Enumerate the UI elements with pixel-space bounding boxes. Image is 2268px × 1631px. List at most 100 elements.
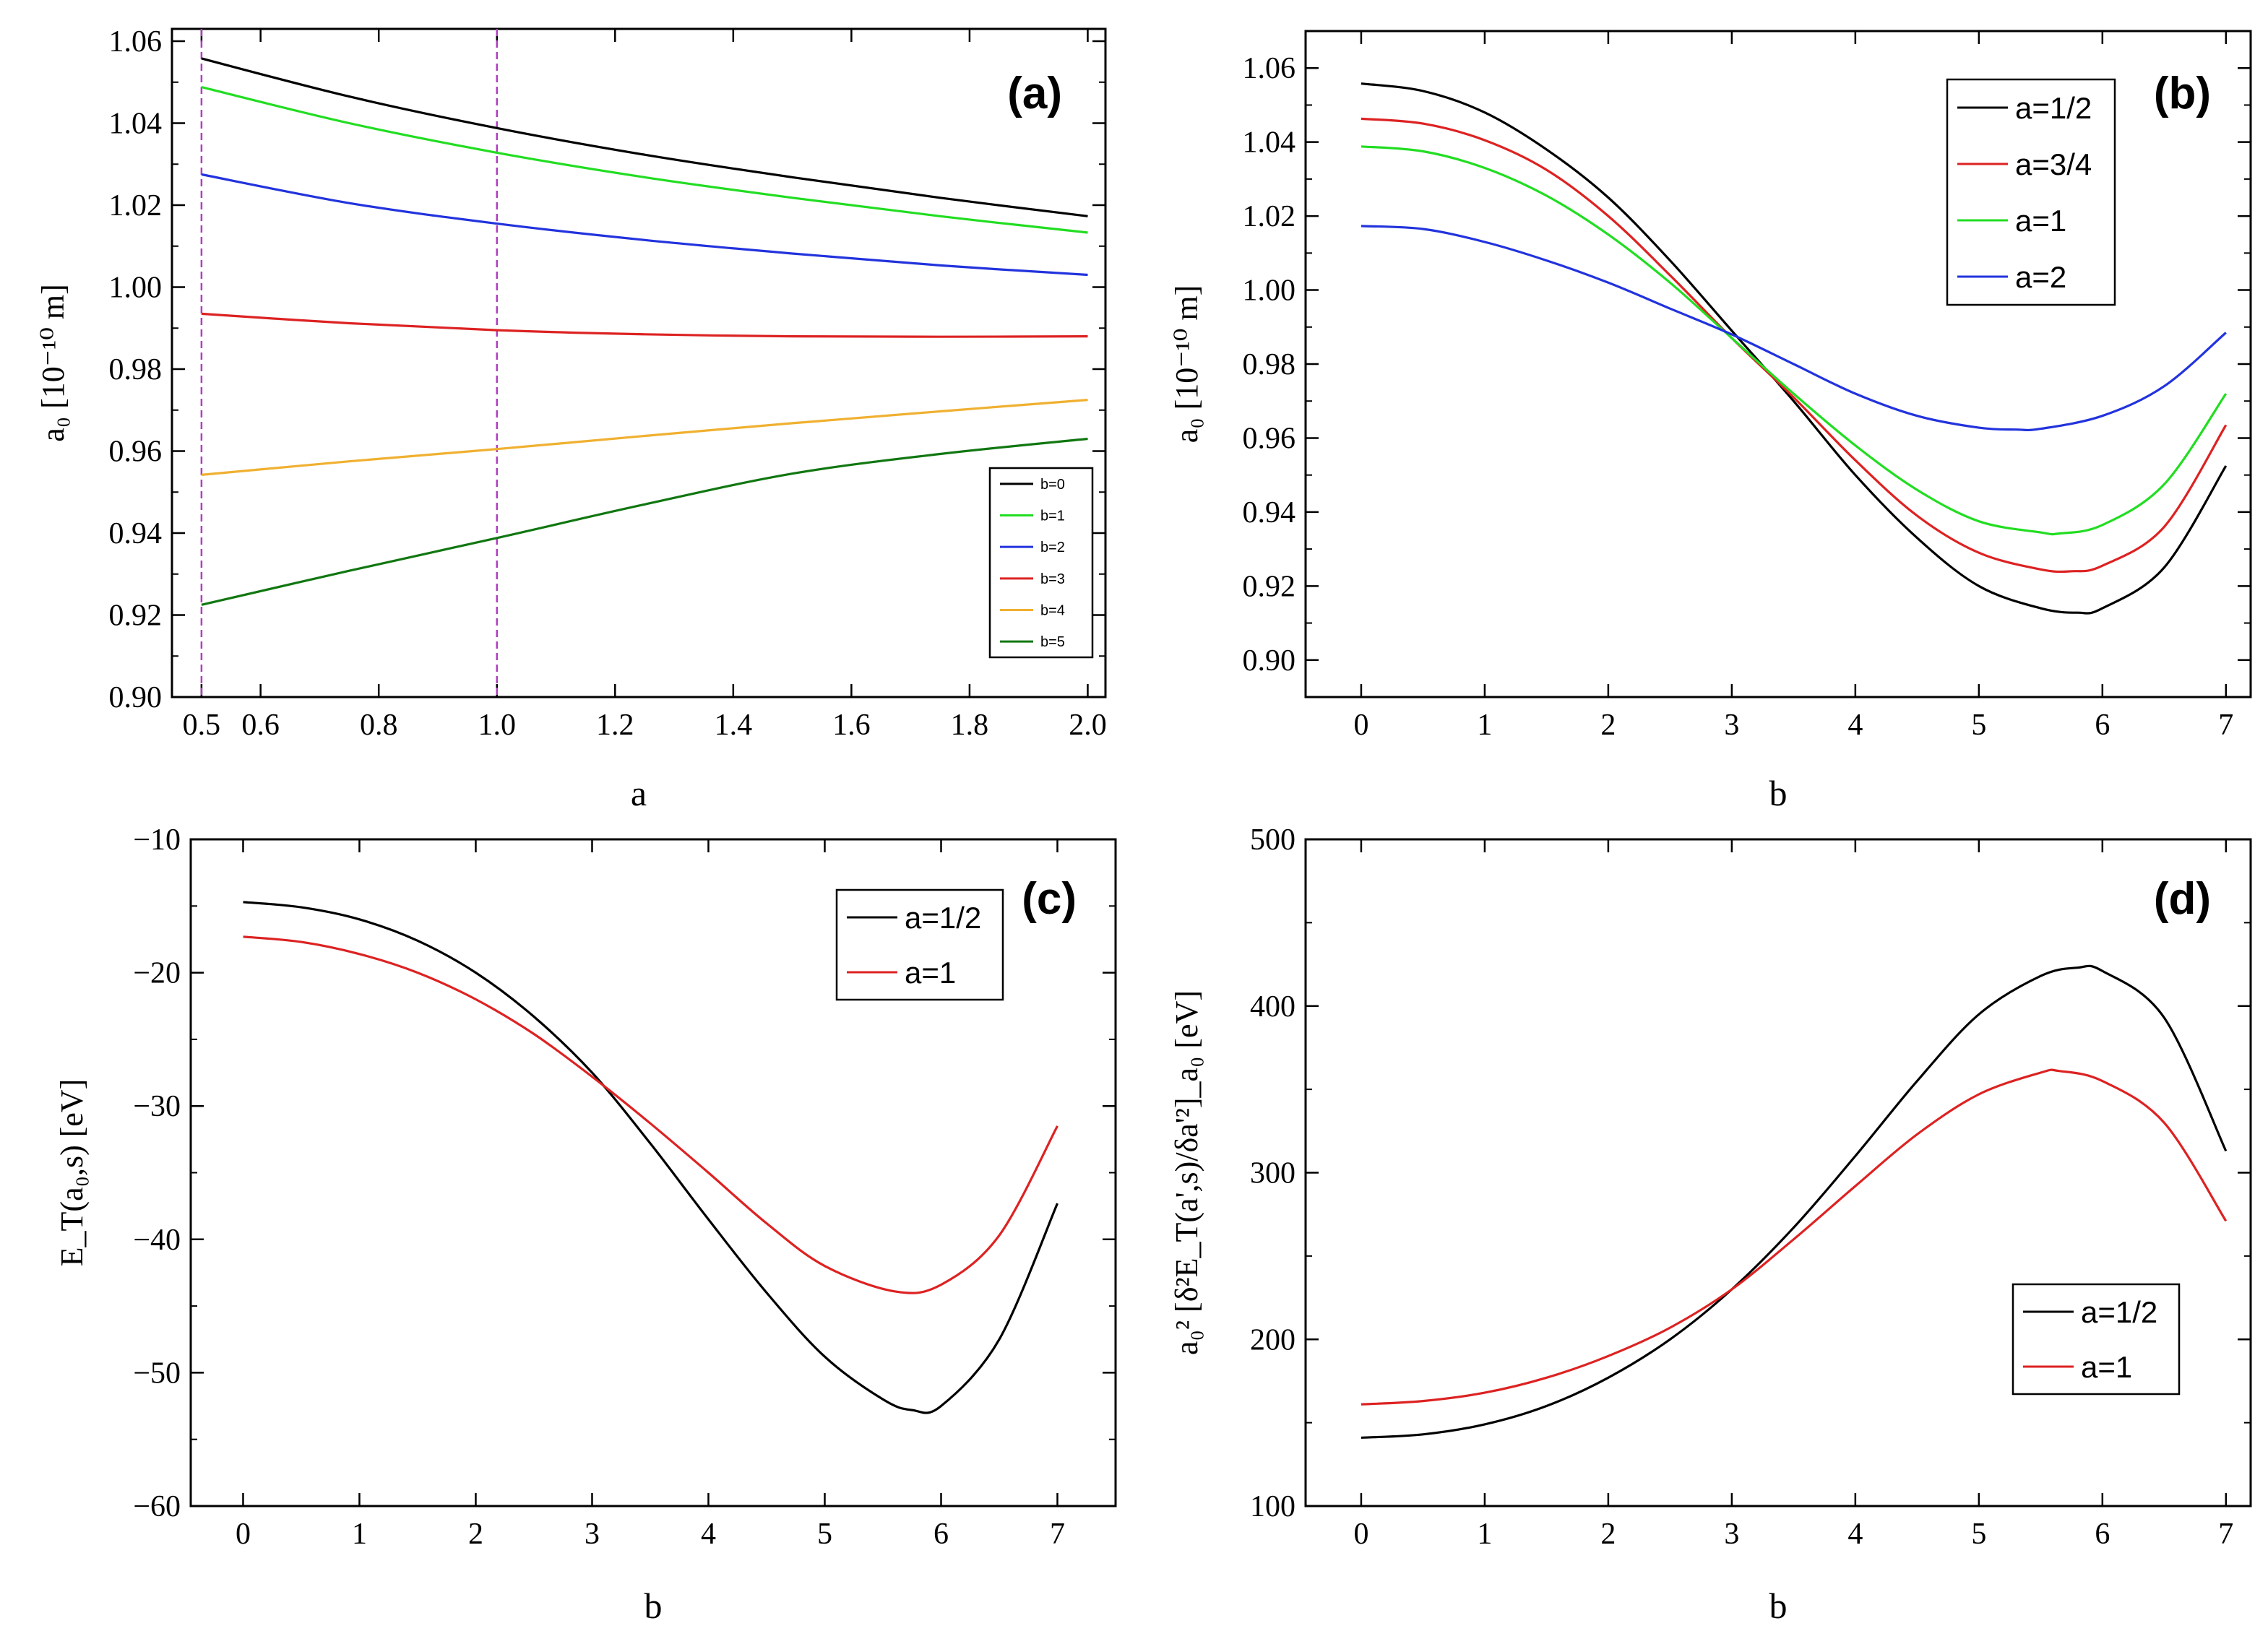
legend-entry-label: a=1	[2015, 204, 2066, 238]
x-tick-label: 7	[2218, 1518, 2233, 1551]
y-tick-label: 400	[1250, 990, 1295, 1024]
x-tick-label: 3	[1724, 1518, 1739, 1551]
x-axis-label: b	[1769, 1585, 1788, 1626]
y-tick-label: 0.96	[109, 436, 163, 469]
y-tick-label: 0.96	[1243, 422, 1296, 455]
y-tick-label: 1.00	[1243, 274, 1296, 308]
series-line-b=3	[201, 312, 1088, 338]
x-tick-label: 1	[352, 1518, 367, 1551]
legend-entry-label: b=1	[1040, 509, 1065, 524]
y-tick-label: 100	[1250, 1490, 1295, 1523]
legend-entry-label: b=2	[1040, 540, 1065, 555]
series-line-b=0	[201, 57, 1088, 217]
series-line-b=4	[201, 399, 1088, 476]
series-line-a=1/2	[1361, 964, 2228, 1439]
x-tick-label: 6	[2095, 709, 2110, 742]
series-line-a=1/2	[1361, 82, 2228, 615]
x-tick-label: 0	[236, 1518, 251, 1551]
legend-entry-label: a=3/4	[2015, 147, 2092, 181]
x-tick-label: 1.0	[478, 709, 516, 742]
x-tick-label: 7	[1050, 1518, 1065, 1551]
x-tick-label: 3	[585, 1518, 600, 1551]
legend-entry-label: a=1/2	[2015, 91, 2092, 125]
x-axis-label: a	[631, 773, 647, 813]
y-tick-label: 0.90	[109, 681, 163, 714]
panel-label: (d)	[2154, 874, 2211, 924]
panel-label: (c)	[1022, 874, 1077, 924]
y-tick-label: −20	[133, 957, 181, 990]
y-tick-label: 0.90	[1243, 644, 1296, 678]
legend-box	[988, 467, 1094, 659]
x-tick-label: 4	[1847, 1518, 1863, 1551]
legend-entry-label: a=1/2	[2081, 1295, 2157, 1329]
x-tick-label: 5	[817, 1518, 832, 1551]
legend-box	[1946, 78, 2116, 306]
y-tick-label: 0.98	[109, 353, 163, 386]
y-tick-label: −50	[133, 1357, 181, 1390]
chart-panel-c: 0 1 2 3 4 5 6 7 −60 −50 −40 −30 −20 −10 b E_T(a₀,s) [eV…	[54, 823, 1117, 1626]
y-tick-label: −30	[133, 1090, 181, 1123]
x-tick-label: 5	[1971, 1518, 1986, 1551]
y-axis-label: E_T(a₀,s) [eV]	[54, 1079, 90, 1267]
panel-label: (b)	[2154, 69, 2211, 118]
y-tick-label: 1.02	[109, 189, 163, 222]
legend-box	[835, 888, 1004, 1001]
series-group	[1361, 82, 2228, 615]
y-tick-label: 1.00	[109, 272, 163, 305]
y-tick-label: 0.94	[1243, 496, 1296, 529]
x-tick-label: 1.4	[715, 709, 753, 742]
x-axis-label: b	[644, 1585, 663, 1626]
series-line-a=1	[1361, 145, 2228, 536]
legend-entry-label: b=3	[1040, 571, 1065, 587]
y-tick-label: 1.04	[109, 108, 163, 141]
series-group	[201, 57, 1088, 606]
y-tick-label: 200	[1250, 1323, 1295, 1357]
series-line-a=1/2	[243, 901, 1058, 1414]
legend-entry-label: a=1/2	[905, 901, 981, 935]
series-line-a=1	[1361, 1068, 2228, 1406]
x-axis-label: b	[1769, 773, 1788, 813]
y-tick-label: −40	[133, 1224, 181, 1257]
x-tick-label: 0	[1353, 1518, 1368, 1551]
x-tick-label: 2	[1600, 1518, 1616, 1551]
y-tick-label: 0.92	[109, 600, 163, 633]
y-tick-label: −10	[133, 823, 181, 857]
panel-label: (a)	[1007, 69, 1062, 118]
series-line-b=1	[201, 86, 1088, 234]
y-tick-label: 1.02	[1243, 200, 1296, 233]
x-tick-label: 2	[1600, 709, 1616, 742]
legend: a=1/2 a=3/4 a=1 a=2	[1946, 78, 2116, 306]
chart-panel-a: 0.5 0.6 0.8 1.0 1.2 1.4 1.6 1.8 2.0 0.90 0.92 0.94 0…	[35, 25, 1107, 813]
y-tick-label: 300	[1250, 1157, 1295, 1190]
x-tick-label: 4	[701, 1518, 716, 1551]
chart-panel-b: 0 1 2 3 4 5 6 7 0.90 0.92 0.94 0.96 0.98 1.00 1.02 1.04…	[1169, 30, 2252, 813]
series-group	[1361, 964, 2228, 1439]
legend-entry-label: a=2	[2015, 260, 2066, 294]
y-tick-label: 1.06	[109, 25, 163, 59]
x-tick-label: 1.6	[832, 709, 871, 742]
x-tick-label: 1	[1477, 1518, 1492, 1551]
x-tick-label: 5	[1971, 709, 1986, 742]
x-tick-label: 7	[2218, 709, 2233, 742]
series-line-b=2	[201, 173, 1088, 277]
legend-entry-label: b=4	[1040, 603, 1065, 619]
y-tick-label: 1.04	[1243, 126, 1296, 160]
y-tick-label: 0.92	[1243, 570, 1296, 603]
x-tick-label: 4	[1847, 709, 1863, 742]
x-tick-label: 0.8	[360, 709, 398, 742]
legend-entry-label: b=0	[1040, 477, 1065, 493]
x-tick-label: 3	[1724, 709, 1739, 742]
y-tick-label: 500	[1250, 823, 1295, 857]
y-tick-label: 1.06	[1243, 52, 1296, 85]
x-tick-label: 0	[1353, 709, 1368, 742]
legend-entry-label: a=1	[2081, 1350, 2132, 1384]
chart-panel-d: 0 1 2 3 4 5 6 7 100 200 300 400 500 b a₀² [δ²E_T(a',s)…	[1169, 823, 2252, 1626]
x-tick-label: 1	[1477, 709, 1492, 742]
x-tick-label: 1.2	[596, 709, 634, 742]
plot-frame	[171, 27, 1107, 698]
x-tick-label: 0.5	[183, 709, 221, 742]
legend: b=0 b=1 b=2 b=3 b=4 b=5	[988, 467, 1094, 659]
y-tick-label: 0.98	[1243, 348, 1296, 381]
x-tick-label: 2.0	[1069, 709, 1107, 742]
